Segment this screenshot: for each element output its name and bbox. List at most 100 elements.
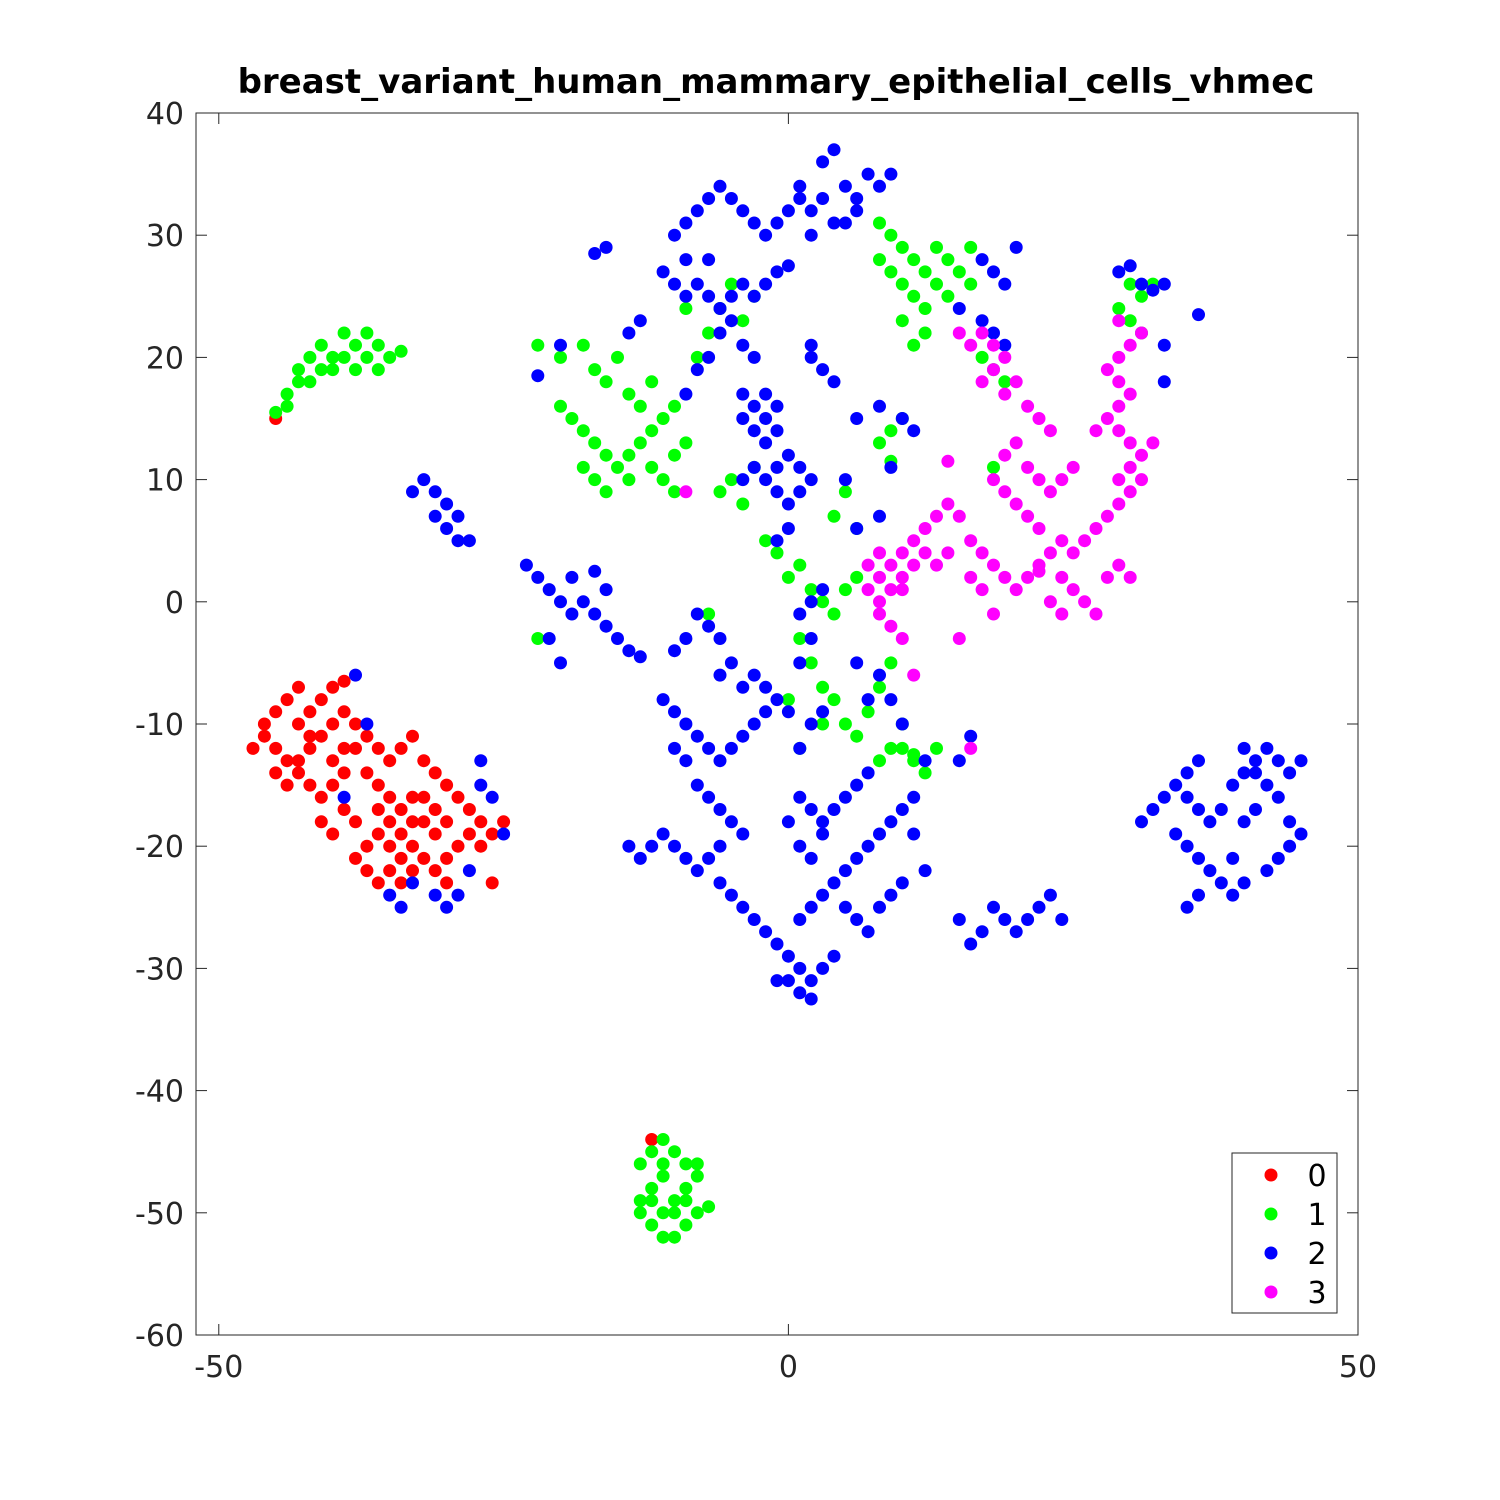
y-tick-label: 40 — [146, 97, 184, 132]
scatter-point — [588, 564, 602, 578]
scatter-point — [690, 1157, 704, 1171]
scatter-point — [394, 741, 408, 755]
x-tick-label: -50 — [194, 1350, 243, 1385]
scatter-point — [827, 509, 841, 523]
scatter-point — [474, 815, 488, 829]
scatter-point — [554, 338, 567, 352]
scatter-point — [964, 937, 978, 951]
scatter-point — [907, 558, 921, 572]
scatter-point — [383, 815, 397, 829]
scatter-point — [918, 546, 932, 560]
series-3 — [679, 314, 1160, 755]
scatter-point — [873, 754, 886, 768]
scatter-point — [599, 375, 613, 389]
scatter-point — [1055, 570, 1069, 584]
scatter-point — [633, 851, 647, 865]
scatter-point — [770, 424, 784, 438]
scatter-point — [633, 399, 647, 413]
scatter-point — [702, 790, 716, 804]
scatter-point — [804, 350, 818, 364]
scatter-point — [428, 864, 442, 878]
scatter-point — [987, 460, 1000, 474]
legend-box — [1231, 1152, 1338, 1314]
scatter-point — [1066, 546, 1080, 560]
scatter-point — [645, 1218, 659, 1232]
scatter-point — [770, 265, 784, 279]
scatter-point — [1123, 314, 1137, 328]
scatter-point — [1135, 448, 1148, 462]
scatter-point — [941, 454, 955, 468]
scatter-point — [873, 253, 886, 267]
chart-title: breast_variant_human_mammary_epithelial_… — [238, 62, 1315, 102]
scatter-point — [462, 864, 476, 878]
scatter-point — [1249, 803, 1262, 816]
scatter-point — [1226, 778, 1240, 792]
scatter-point — [428, 888, 442, 902]
scatter-point — [861, 925, 875, 939]
scatter-point — [736, 827, 750, 841]
scatter-point — [873, 179, 886, 193]
scatter-point — [736, 204, 750, 218]
scatter-point — [838, 864, 852, 878]
scatter-point — [303, 375, 317, 389]
scatter-point — [850, 570, 864, 584]
scatter-point — [702, 1200, 716, 1214]
scatter-point — [668, 741, 681, 755]
scatter-point — [303, 729, 317, 743]
scatter-point — [884, 583, 898, 597]
scatter-point — [987, 900, 1000, 914]
scatter-point — [371, 363, 385, 377]
scatter-point — [1237, 815, 1251, 829]
scatter-point — [588, 436, 602, 450]
scatter-point — [633, 650, 647, 664]
scatter-point — [838, 900, 852, 914]
scatter-point — [873, 680, 886, 694]
scatter-point — [827, 949, 841, 963]
scatter-point — [1192, 851, 1205, 865]
scatter-point — [770, 546, 784, 560]
scatter-point — [280, 399, 294, 413]
scatter-point — [975, 314, 989, 328]
scatter-point — [360, 717, 374, 731]
scatter-point — [246, 741, 260, 755]
scatter-point — [292, 375, 305, 389]
scatter-point — [907, 748, 921, 762]
scatter-point — [713, 179, 727, 193]
scatter-point — [349, 851, 362, 865]
scatter-point — [1249, 766, 1262, 780]
scatter-point — [371, 778, 385, 792]
scatter-point — [918, 864, 932, 878]
scatter-point — [690, 277, 704, 291]
scatter-point — [474, 754, 488, 768]
scatter-point — [827, 143, 841, 157]
scatter-point — [884, 424, 898, 438]
scatter-point — [724, 277, 738, 291]
scatter-point — [736, 473, 750, 487]
scatter-point — [827, 876, 841, 890]
scatter-point — [816, 595, 830, 609]
scatter-point — [337, 350, 351, 364]
scatter-point — [930, 240, 943, 254]
scatter-point — [1169, 778, 1183, 792]
scatter-point — [690, 363, 704, 377]
scatter-point — [417, 754, 431, 768]
legend-label: 0 — [1307, 1159, 1326, 1194]
scatter-point — [679, 717, 693, 731]
scatter-point — [371, 827, 385, 841]
scatter-point — [816, 717, 830, 731]
scatter-point — [861, 839, 875, 853]
scatter-point — [1043, 546, 1057, 560]
scatter-point — [394, 900, 408, 914]
scatter-point — [1032, 412, 1046, 425]
scatter-point — [656, 473, 670, 487]
scatter-point — [314, 693, 328, 707]
scatter-point — [1123, 277, 1137, 291]
scatter-point — [1237, 876, 1251, 890]
scatter-point — [713, 302, 727, 315]
scatter-point — [1192, 308, 1205, 322]
scatter-point — [485, 876, 499, 890]
scatter-point — [884, 265, 898, 279]
scatter-point — [816, 192, 830, 205]
scatter-point — [1055, 473, 1069, 487]
scatter-point — [668, 1145, 681, 1159]
